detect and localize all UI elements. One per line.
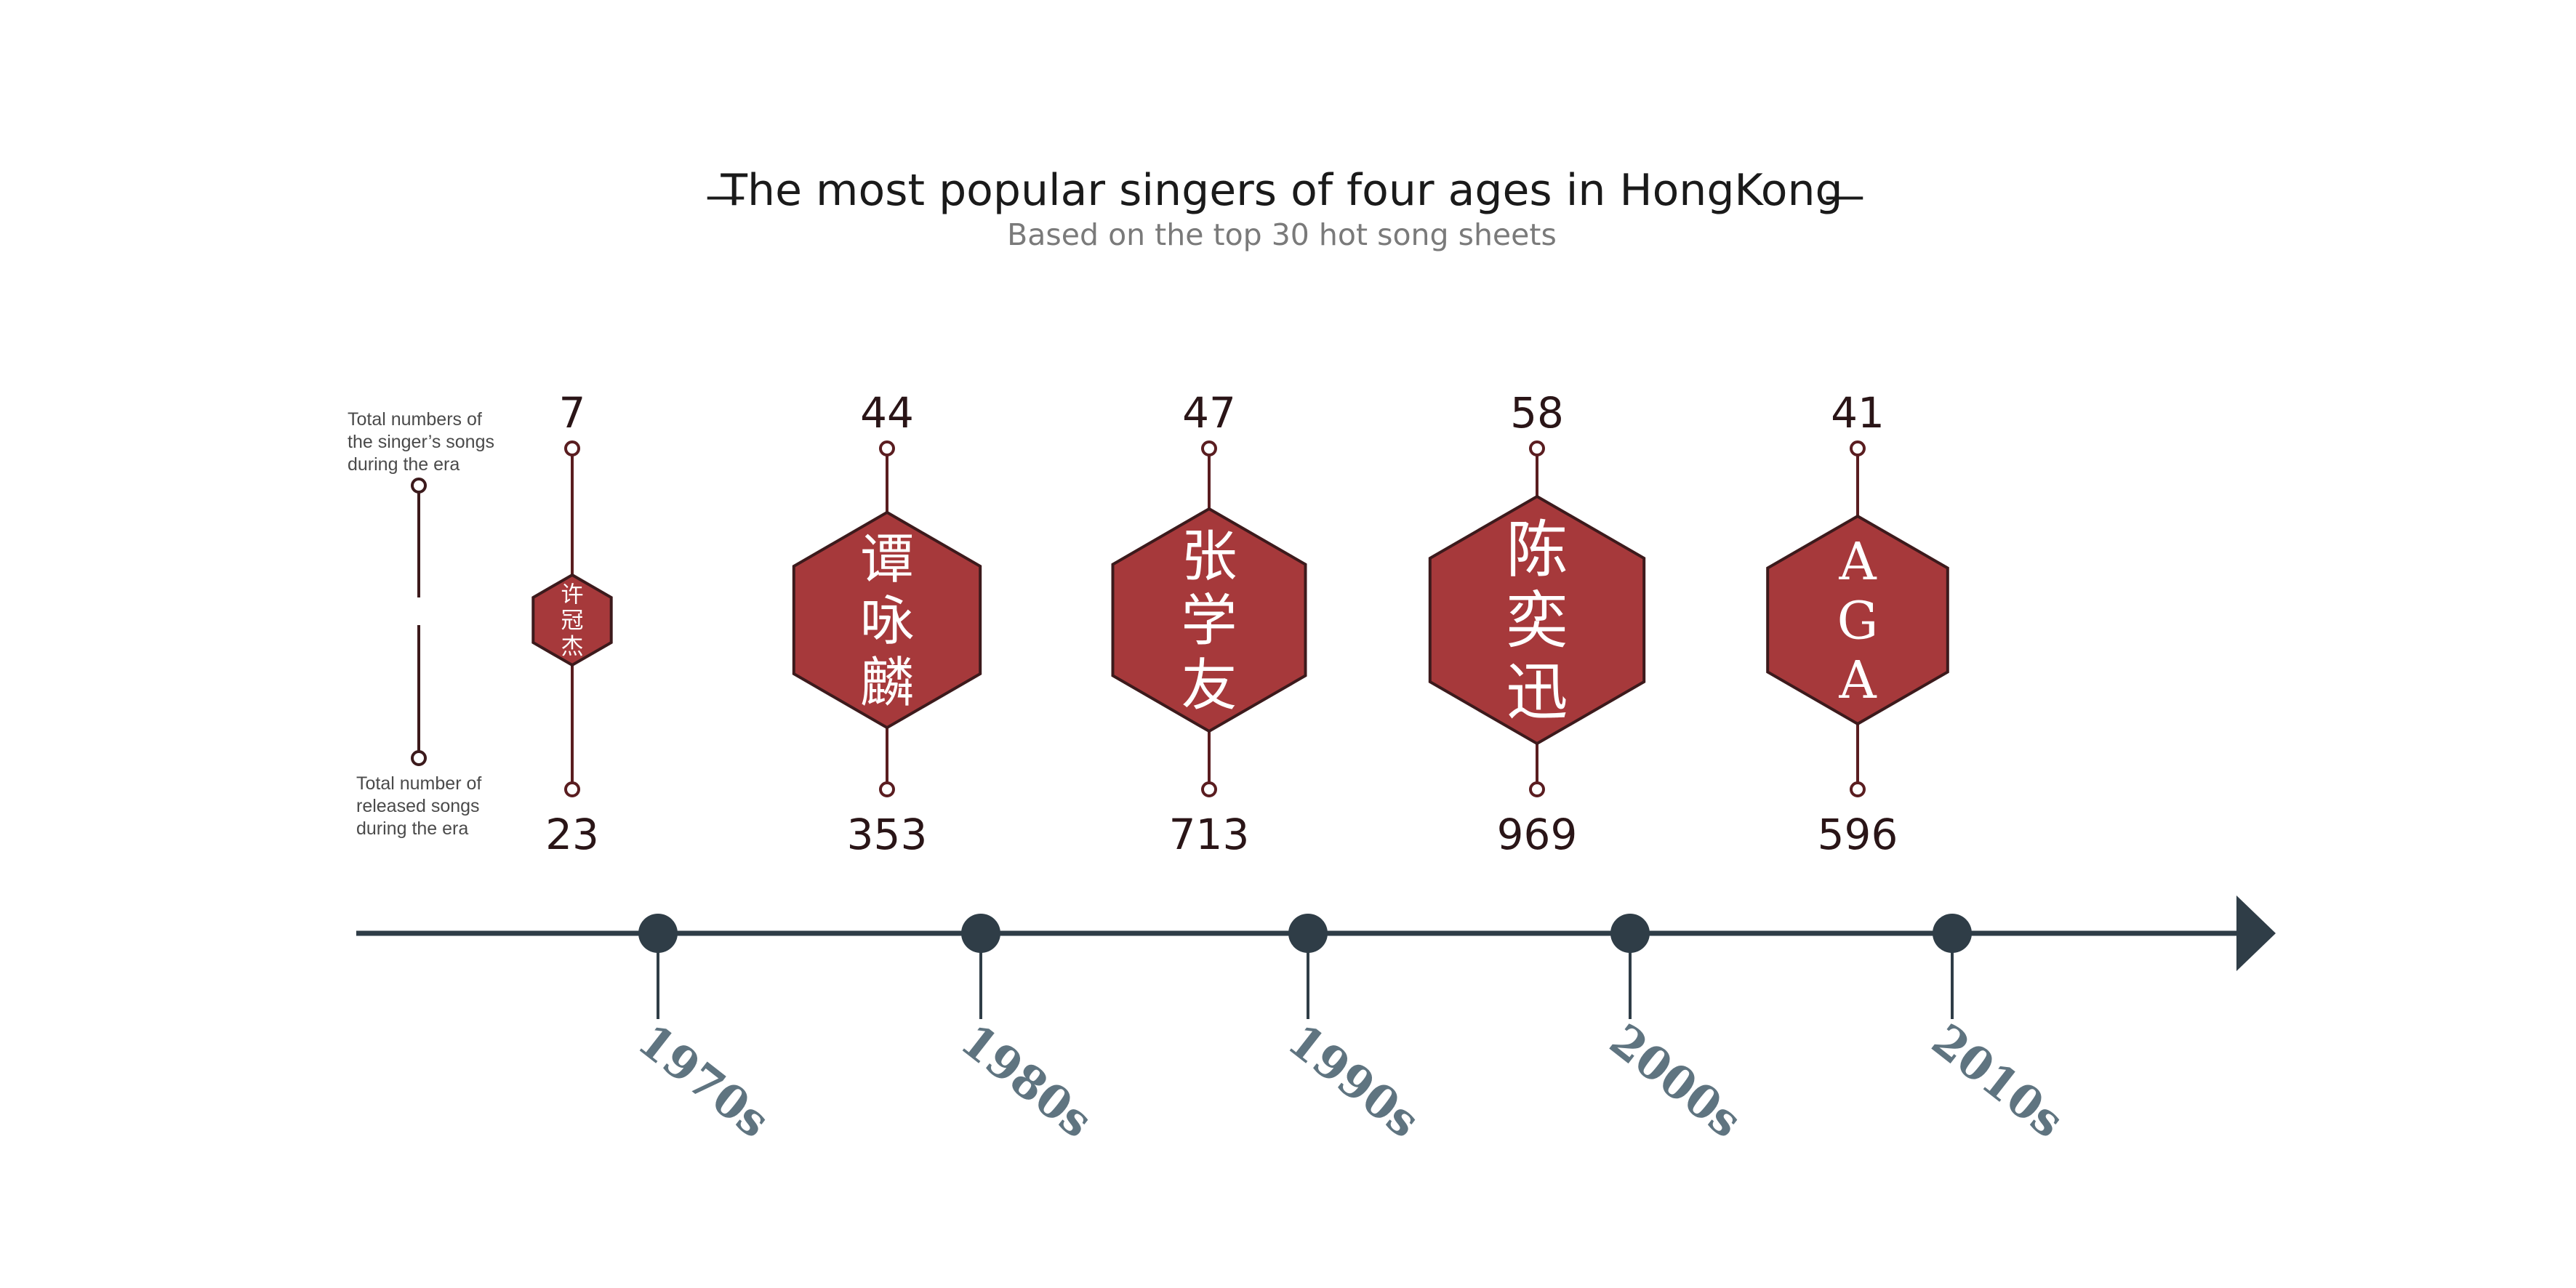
upper-node [1529,440,1545,456]
decade-dot [1933,914,1972,953]
decade-dot [1610,914,1650,953]
decade-marker-1980s: 1980s [951,914,1102,1148]
total-released-value: 23 [545,810,599,859]
singer-name-char: 杰 [561,634,584,660]
decade-label: 1980s [951,1013,1102,1148]
legend-bottom-label: Total number of released songs during th… [356,773,486,839]
legend-bottom-line-2: released songs [356,796,480,816]
chart-marks: 7 许冠杰 23 44 谭咏麟 353 47 张学友 713 58 陈奕迅 969 41 AGA 596 19… [531,388,2074,1148]
decade-dot [1288,914,1328,953]
title-dash-left: — [705,172,746,220]
singer-name-char: 咏 [860,590,914,653]
lower-node [1850,781,1866,797]
singer-name-char: 张 [1181,525,1237,589]
decade-marker-2010s: 2010s [1922,914,2074,1148]
singer-column-1980s: 44 谭咏麟 353 [792,388,982,859]
chart-header: — The most popular singers of four ages … [705,165,1865,252]
singer-name-char: A [1838,650,1877,710]
total-released-value: 596 [1818,810,1898,859]
singer-songs-value: 44 [860,388,914,438]
singer-name-char: 友 [1181,653,1237,718]
singer-name-char: 谭 [860,528,914,591]
singer-name-char: 麟 [860,652,914,715]
legend-top-line-3: during the era [348,454,460,475]
decade-dot [638,914,678,953]
singer-name-char: 许 [561,582,584,608]
singer-songs-value: 7 [559,388,586,438]
singer-name-char: 奕 [1506,586,1568,658]
singer-name-char: 学 [1181,589,1237,654]
legend-top-line-1: Total numbers of [348,409,482,430]
legend-bottom-node [411,750,427,766]
singer-hexagon [1111,507,1307,733]
legend-top-line-2: the singer’s songs [348,432,494,452]
singer-name-char: G [1837,591,1879,651]
legend-top-node [411,478,427,494]
singer-name-char: 冠 [561,608,584,634]
legend-top-label: Total numbers of the singer’s songs duri… [348,409,499,475]
singer-name-char: 迅 [1506,656,1568,728]
legend-bottom-line-3: during the era [356,818,468,839]
singer-column-2000s: 58 陈奕迅 969 [1428,388,1646,859]
decade-label: 1970s [628,1013,779,1148]
chart-title: The most popular singers of four ages in… [720,165,1842,216]
lower-node [564,781,580,797]
decade-label: 2000s [1600,1013,1752,1148]
singer-column-1990s: 47 张学友 713 [1111,388,1307,859]
singer-name-char: 陈 [1506,515,1568,587]
legend: Total numbers of the singer’s songs duri… [348,409,499,839]
total-released-value: 969 [1497,810,1578,859]
singer-songs-value: 41 [1831,388,1885,438]
lower-node [1529,781,1545,797]
title-dash-right: — [1824,172,1865,220]
decade-marker-2000s: 2000s [1600,914,1752,1148]
singer-column-2010s: 41 AGA 596 [1766,388,1949,859]
upper-node [1850,440,1866,456]
upper-node [1201,440,1217,456]
total-released-value: 713 [1169,810,1250,859]
decade-label: 2010s [1922,1013,2074,1148]
total-released-value: 353 [847,810,928,859]
singer-hexagon [792,510,982,730]
singer-songs-value: 47 [1182,388,1236,438]
singer-hexagon [531,573,613,667]
singer-hexagon [1428,494,1646,746]
singer-column-1970s: 7 许冠杰 23 [531,388,613,859]
chart-subtitle: Based on the top 30 hot song sheets [1007,217,1557,252]
axis-arrowhead [2236,895,2276,971]
decade-dot [961,914,1000,953]
legend-bottom-line-1: Total number of [356,773,481,794]
decade-label: 1990s [1278,1013,1429,1148]
lower-node [1201,781,1217,797]
lower-node [879,781,895,797]
singer-name-char: A [1838,531,1877,592]
singer-songs-value: 58 [1510,388,1564,438]
upper-node [564,440,580,456]
decade-marker-1990s: 1990s [1278,914,1429,1148]
decade-marker-1970s: 1970s [628,914,779,1148]
upper-node [879,440,895,456]
singer-hexagon [1766,514,1949,726]
